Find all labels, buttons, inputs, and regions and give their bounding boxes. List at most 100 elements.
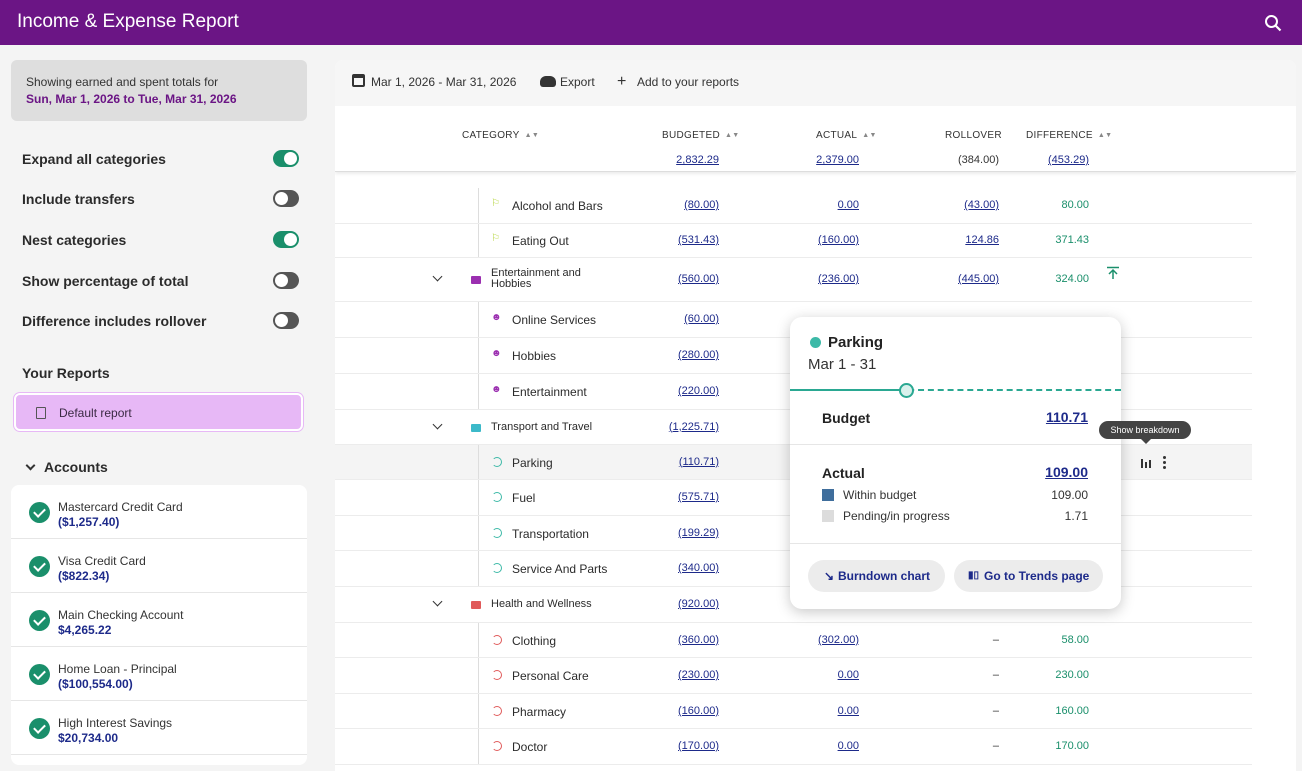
subcategory-row[interactable]: Clothing (360.00) (302.00) – 58.00 [335, 623, 1252, 658]
show-percentage-toggle[interactable] [273, 272, 299, 289]
category-color-dot [810, 337, 821, 348]
sort-icon: ▲▼ [1097, 132, 1113, 139]
category-name: Clothing [512, 633, 557, 648]
option-label: Difference includes rollover [22, 313, 207, 329]
cell-budgeted[interactable]: (160.00) [678, 704, 719, 717]
header-rollover: ROLLOVER [945, 130, 1002, 141]
range-dates: Sun, Mar 1, 2026 to Tue, Mar 31, 2026 [26, 92, 237, 106]
cell-actual[interactable]: (302.00) [818, 633, 859, 646]
cell-rollover: – [992, 704, 999, 717]
total-actual[interactable]: 2,379.00 [816, 154, 859, 166]
cell-budgeted[interactable]: (280.00) [678, 349, 719, 361]
cell-actual[interactable]: 0.00 [837, 199, 859, 211]
option-difference-rollover: Difference includes rollover [22, 311, 302, 331]
nest-categories-toggle[interactable] [273, 231, 299, 248]
default-report-button[interactable]: Default report [14, 393, 303, 431]
category-name: Entertainment and Hobbies [491, 267, 581, 290]
chevron-down-icon[interactable] [432, 419, 443, 429]
account-item[interactable]: High Interest Savings $20,734.00 [11, 701, 307, 755]
legend-value: 109.00 [1051, 488, 1088, 502]
burndown-chart-button[interactable]: ↘ Burndown chart [808, 560, 945, 592]
header-budgeted[interactable]: BUDGETED ▲▼ [662, 130, 739, 141]
accounts-toggle[interactable]: Accounts [25, 459, 108, 475]
category-name: Parking [512, 455, 553, 470]
actual-value[interactable]: 109.00 [1045, 464, 1088, 480]
account-item[interactable]: Mastercard Credit Card ($1,257.40) [11, 485, 307, 539]
tree-line [478, 516, 479, 550]
breakdown-bars-icon[interactable] [1140, 457, 1152, 469]
budget-popover: Parking Mar 1 - 31 Budget 110.71 Actual … [790, 317, 1121, 609]
cell-actual[interactable]: (236.00) [818, 273, 859, 285]
cell-budgeted[interactable]: (170.00) [678, 740, 719, 752]
subcategory-row[interactable]: ⚐ Eating Out (531.43) (160.00) 124.86 371.43 [335, 224, 1252, 258]
cell-budgeted[interactable]: (60.00) [684, 313, 719, 325]
date-range-button[interactable]: Mar 1, 2026 - Mar 31, 2026 [371, 75, 517, 89]
sort-icon: ▲▼ [524, 132, 540, 139]
budget-value[interactable]: 110.71 [1045, 409, 1088, 425]
cell-budgeted[interactable]: (80.00) [684, 199, 719, 211]
add-to-reports-button[interactable]: Add to your reports [637, 75, 740, 89]
cloud-download-icon [540, 76, 556, 87]
subcategory-row[interactable]: ⚐ Alcohol and Bars (80.00) 0.00 (43.00) 80.00 [335, 188, 1252, 224]
chevron-down-icon[interactable] [432, 596, 443, 607]
cell-rollover[interactable]: 124.86 [965, 234, 999, 246]
cell-actual[interactable]: 0.00 [837, 669, 859, 681]
your-reports-title: Your Reports [22, 365, 110, 381]
cell-rollover[interactable]: (445.00) [958, 273, 999, 285]
cell-actual[interactable]: 0.00 [837, 704, 859, 717]
category-icon [492, 634, 502, 645]
legend-pending: Pending/in progress [822, 509, 950, 523]
category-row[interactable]: Entertainment and Hobbies (560.00) (236.00… [335, 258, 1252, 302]
account-item[interactable]: Visa Credit Card ($822.34) [11, 539, 307, 593]
header-difference[interactable]: DIFFERENCE ▲▼ [1026, 130, 1112, 141]
cell-budgeted[interactable]: (575.71) [678, 491, 719, 503]
cell-budgeted[interactable]: (560.00) [678, 273, 719, 285]
cell-rollover: – [992, 740, 999, 752]
total-budgeted[interactable]: 2,832.29 [676, 154, 719, 166]
cell-budgeted[interactable]: (360.00) [678, 633, 719, 646]
account-item[interactable]: Main Checking Account $4,265.22 [11, 593, 307, 647]
subcategory-row[interactable]: Pharmacy (160.00) 0.00 – 160.00 [335, 694, 1252, 729]
category-icon [492, 741, 502, 751]
cell-budgeted[interactable]: (220.00) [678, 385, 719, 397]
trends-page-button[interactable]: ▮▯ Go to Trends page [954, 560, 1103, 592]
tree-line [478, 188, 479, 223]
scroll-to-top-icon[interactable] [1106, 266, 1120, 280]
cell-rollover[interactable]: (43.00) [964, 199, 999, 211]
more-options-icon[interactable] [1163, 456, 1167, 470]
cell-budgeted[interactable]: (920.00) [678, 598, 719, 610]
search-icon[interactable] [1264, 14, 1282, 32]
cell-budgeted[interactable]: (531.43) [678, 234, 719, 246]
account-item[interactable]: Home Loan - Principal ($100,554.00) [11, 647, 307, 701]
accounts-title: Accounts [44, 459, 108, 475]
popover-dates: Mar 1 - 31 [808, 356, 877, 373]
cell-budgeted[interactable]: (1,225.71) [668, 420, 719, 433]
cell-budgeted[interactable]: (199.29) [678, 526, 719, 539]
header-label: BUDGETED [662, 130, 720, 141]
subcategory-row[interactable]: Personal Care (230.00) 0.00 – 230.00 [335, 658, 1252, 694]
difference-rollover-toggle[interactable] [273, 312, 299, 329]
cell-budgeted[interactable]: (230.00) [678, 669, 719, 681]
cell-budgeted[interactable]: (110.71) [678, 455, 719, 468]
legend-label: Pending/in progress [843, 509, 950, 523]
check-circle-icon [29, 610, 50, 631]
cell-budgeted[interactable]: (340.00) [678, 562, 719, 574]
option-label: Show percentage of total [22, 273, 189, 289]
legend-swatch [822, 510, 834, 522]
category-row[interactable]: Health and Wellness (920.00) [335, 587, 1252, 623]
tree-line [478, 658, 479, 693]
export-button[interactable]: Export [560, 75, 595, 89]
include-transfers-toggle[interactable] [273, 190, 299, 207]
chevron-down-icon[interactable] [432, 271, 443, 282]
expand-all-toggle[interactable] [273, 150, 299, 167]
cell-actual[interactable]: 0.00 [837, 740, 859, 752]
clipboard-icon [36, 407, 46, 419]
legend-swatch [822, 489, 834, 501]
total-difference[interactable]: (453.29) [1048, 154, 1089, 166]
cell-actual[interactable]: (160.00) [818, 234, 859, 246]
header-label: ROLLOVER [945, 130, 1002, 141]
subcategory-row[interactable]: Doctor (170.00) 0.00 – 170.00 [335, 729, 1252, 765]
header-actual[interactable]: ACTUAL ▲▼ [816, 130, 877, 141]
account-balance: ($822.34) [58, 569, 110, 583]
header-category[interactable]: CATEGORY ▲▼ [462, 130, 539, 141]
